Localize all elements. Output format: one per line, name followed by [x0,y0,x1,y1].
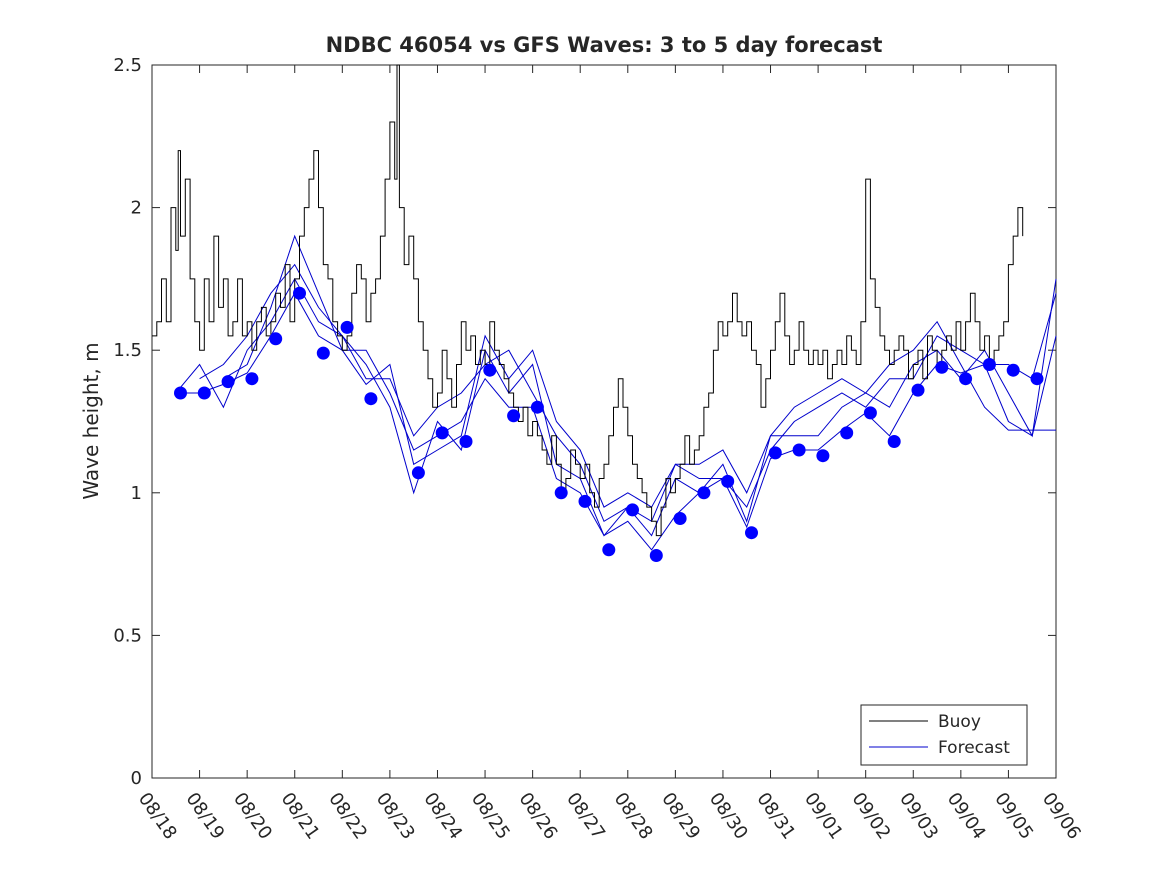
forecast-marker [1030,372,1044,386]
forecast-marker [887,435,901,448]
forecast-marker [911,383,925,397]
forecast-marker [768,446,782,460]
forecast-marker [578,494,592,508]
forecast-markers [174,286,1044,562]
legend-forecast-label: Forecast [938,738,1010,758]
forecast-marker [721,474,735,488]
y-tick-label: 1 [131,483,142,504]
y-tick-label: 2.5 [113,55,142,76]
plot-content [152,64,1057,562]
legend-buoy-label: Buoy [938,712,981,732]
forecast-marker [221,375,235,389]
legend: Buoy Forecast [860,704,1028,766]
y-axis-label: Wave height, m [79,342,103,499]
y-tick-label: 0.5 [113,625,142,646]
forecast-marker [459,435,473,448]
forecast-marker [364,392,378,406]
forecast-series-line [180,292,1057,551]
forecast-marker [697,486,711,500]
forecast-marker [863,406,877,420]
forecast-marker [554,486,568,500]
forecast-run-line [175,277,1057,537]
forecast-marker [1006,363,1020,377]
forecast-marker [602,543,616,557]
plot-area [151,64,1057,779]
forecast-marker [792,443,806,457]
forecast-marker [840,426,854,440]
forecast-marker [245,372,259,386]
forecast-marker [649,549,663,562]
y-axis-ticks: 0 0.5 1 1.5 2 2.5 [113,55,1056,789]
forecast-marker [673,512,687,525]
forecast-marker [197,386,211,400]
forecast-marker [507,409,521,423]
forecast-marker [340,320,354,334]
forecast-marker [316,346,330,360]
forecast-run-line [223,234,1056,508]
forecast-marker [269,332,283,346]
forecast-marker [174,386,187,400]
forecast-marker [816,449,830,463]
forecast-marker [435,426,449,440]
forecast-marker [530,400,544,414]
forecast-marker [626,503,639,517]
y-tick-label: 1.5 [113,340,142,361]
forecast-marker [982,358,996,371]
y-tick-label: 2 [131,198,142,219]
forecast-marker [483,363,497,377]
forecast-marker [411,466,425,480]
forecast-marker [935,360,949,374]
forecast-marker [293,286,306,300]
forecast-marker [745,526,758,540]
legend-box [860,704,1028,766]
y-tick-label: 0 [131,768,142,789]
chart-title: NDBC 46054 vs GFS Waves: 3 to 5 day fore… [326,33,883,57]
forecast-marker [959,372,973,386]
